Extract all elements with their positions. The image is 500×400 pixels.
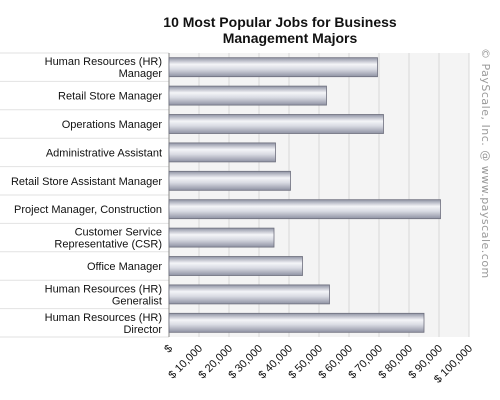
bar: [168, 227, 275, 248]
bar: [168, 85, 327, 106]
category-label: Retail Store Assistant Manager: [11, 176, 162, 188]
chart-title-line-1: 10 Most Popular Jobs for Business: [163, 14, 397, 30]
tick-label: $: [162, 343, 175, 356]
category-label: Administrative Assistant: [46, 147, 162, 159]
category-label: Office Manager: [87, 261, 162, 273]
x-axis-tick-labels: $$ 10,000$ 20,000$ 30,000$ 40,000$ 50,00…: [162, 343, 475, 386]
bar: [168, 114, 384, 134]
category-label: Operations Manager: [62, 119, 163, 131]
category-label: Human Resources (HR): [45, 312, 162, 324]
category-label: Human Resources (HR): [45, 56, 162, 68]
category-label: Project Manager, Construction: [14, 204, 162, 216]
category-label: Retail Store Manager: [58, 91, 162, 103]
bar: [168, 256, 303, 276]
category-label: Customer Service: [75, 227, 162, 239]
category-label: Manager: [119, 68, 163, 80]
category-label: Human Resources (HR): [45, 283, 162, 295]
watermark: © PayScale, Inc. @ www.payscale.com: [479, 48, 492, 279]
category-label: Director: [123, 324, 162, 336]
chart-title-line-2: Management Majors: [222, 30, 358, 46]
category-label: Generalist: [112, 295, 162, 307]
bars: [168, 57, 441, 333]
bar: [168, 142, 276, 163]
bar: [168, 312, 425, 333]
bar: [168, 170, 291, 191]
bar: [168, 57, 378, 78]
bar: [168, 199, 441, 220]
bar: [168, 284, 330, 305]
chart-title: 10 Most Popular Jobs for Business Manage…: [0, 14, 500, 46]
category-label: Representative (CSR): [54, 239, 162, 251]
